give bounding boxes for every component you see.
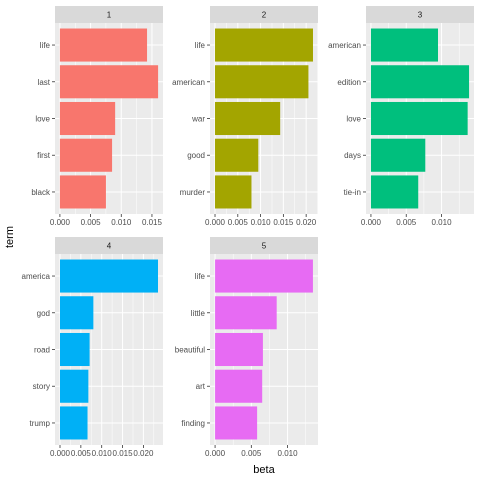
bar-life [215, 29, 313, 62]
x-tick-label: 0.020 [133, 449, 154, 458]
panel-3: 3 0.000 0.005 0.010 american edition love days t… [328, 6, 474, 227]
bar-war [215, 102, 280, 135]
category-label: tie-in [344, 188, 361, 197]
category-label: life [40, 41, 51, 50]
category-label: american [328, 41, 361, 50]
category-label: little [191, 309, 206, 318]
category-label: trump [30, 419, 51, 428]
bar-tie-in [371, 175, 418, 208]
x-tick-label: 0.010 [111, 218, 132, 227]
panel-strip-label: 1 [107, 11, 112, 20]
panel-4: 4 0.000 0.005 0.010 0.015 0.020 america god road… [22, 237, 163, 458]
x-tick-label: 0.000 [361, 218, 382, 227]
bar-life [215, 260, 313, 293]
x-tick-label: 0.020 [296, 218, 317, 227]
category-label: last [38, 78, 51, 87]
x-tick-label: 0.010 [251, 218, 272, 227]
y-axis-title: term [4, 226, 16, 248]
category-label: war [191, 115, 205, 124]
category-label: black [31, 188, 51, 197]
bar-edition [371, 65, 469, 98]
bar-story [60, 370, 88, 403]
bar-little [215, 296, 277, 329]
x-tick-label: 0.000 [50, 218, 71, 227]
panel-5: 5 0.000 0.005 0.010 life little beautiful art fi… [175, 237, 318, 458]
category-label: road [34, 346, 50, 355]
panel-strip-label: 2 [262, 11, 267, 20]
bar-road [60, 333, 90, 366]
x-tick-label: 0.000 [205, 449, 226, 458]
category-label: story [33, 382, 50, 391]
category-label: good [187, 151, 205, 160]
bar-american [215, 65, 308, 98]
x-tick-label: 0.005 [71, 449, 92, 458]
bar-love [60, 102, 115, 135]
category-label: murder [180, 188, 206, 197]
x-tick-label: 0.000 [50, 449, 71, 458]
bar-trump [60, 406, 88, 439]
x-tick-label: 0.010 [92, 449, 113, 458]
bar-love [371, 102, 468, 135]
category-label: first [37, 151, 51, 160]
panel-1: 1 0.000 0.005 0.010 0.015 life last love first bl… [31, 6, 163, 227]
bar-life [60, 29, 147, 62]
category-label: love [346, 115, 361, 124]
bar-america [60, 260, 158, 293]
bar-last [60, 65, 158, 98]
category-label: life [195, 272, 206, 281]
chart-panels: 10.000 0.005 0.010 0.015lifelastlovefirstbl… [22, 6, 474, 458]
x-tick-label: 0.005 [241, 449, 262, 458]
bar-first [60, 139, 112, 172]
category-label: american [172, 78, 205, 87]
panel-strip-label: 5 [262, 242, 267, 251]
category-label: days [344, 151, 361, 160]
x-tick-label: 0.010 [278, 449, 299, 458]
x-tick-label: 0.015 [273, 218, 294, 227]
x-axis-title: beta [253, 464, 275, 476]
bar-black [60, 175, 106, 208]
category-label: life [195, 41, 206, 50]
bar-beautiful [215, 333, 263, 366]
bar-god [60, 296, 93, 329]
category-label: beautiful [175, 346, 205, 355]
bar-finding [215, 406, 257, 439]
category-label: love [35, 115, 50, 124]
x-tick-label: 0.005 [81, 218, 102, 227]
x-tick-label: 0.015 [142, 218, 163, 227]
panel-strip-label: 4 [107, 242, 112, 251]
category-label: edition [337, 78, 361, 87]
x-tick-label: 0.005 [228, 218, 249, 227]
bar-days [371, 139, 425, 172]
x-tick-label: 0.010 [432, 218, 453, 227]
panel-2: 2 0.000 0.005 0.010 0.015 0.020 life american wa… [172, 6, 318, 227]
bar-murder [215, 175, 251, 208]
x-tick-label: 0.005 [396, 218, 417, 227]
category-label: god [37, 309, 50, 318]
x-tick-label: 0.000 [205, 218, 226, 227]
category-label: art [196, 382, 206, 391]
category-label: america [22, 272, 51, 281]
panel-strip-label: 3 [418, 11, 423, 20]
bar-good [215, 139, 258, 172]
bar-art [215, 370, 262, 403]
x-tick-label: 0.015 [113, 449, 134, 458]
bar-american [371, 29, 438, 62]
category-label: finding [181, 419, 205, 428]
